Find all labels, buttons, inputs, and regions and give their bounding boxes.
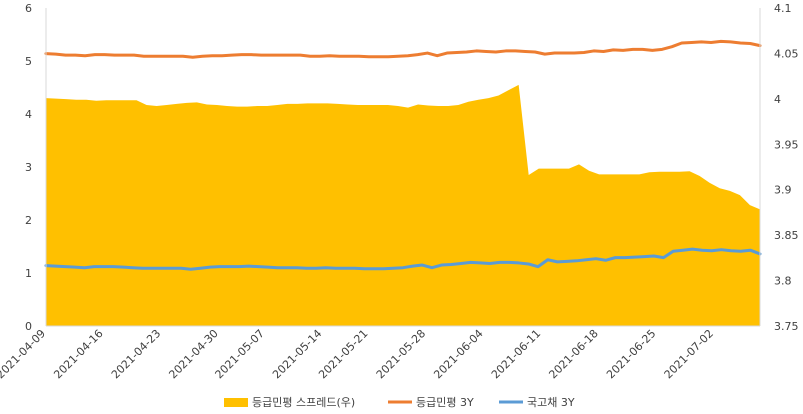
legend-swatch	[224, 398, 248, 407]
x-tick-label: 2021-04-16	[51, 327, 105, 381]
y-left-tick-label: 5	[25, 55, 32, 68]
y-left-tick-label: 3	[25, 161, 32, 174]
x-tick-label: 2021-06-11	[489, 327, 543, 381]
x-tick-label: 2021-06-18	[546, 327, 600, 381]
legend-item-spread: 등급민평 스프레드(우)	[224, 396, 355, 409]
y-left-tick-label: 2	[25, 214, 32, 227]
y-right-tick-label: 4.1	[774, 2, 792, 15]
line-series-ktb-3y	[44, 247, 762, 271]
legend-item-ktb-3y: 국고채 3Y	[499, 396, 575, 409]
x-tick-label: 2021-05-07	[213, 327, 267, 381]
x-tick-label: 2021-06-25	[604, 327, 658, 381]
legend-label: 등급민평 3Y	[416, 396, 474, 409]
y-right-tick-label: 4	[774, 93, 781, 106]
x-tick-label: 2021-05-21	[316, 327, 370, 381]
y-right-tick-label: 3.75	[774, 320, 799, 333]
legend: 등급민평 스프레드(우) 등급민평 3Y 국고채 3Y	[224, 396, 575, 409]
y-left-tick-label: 6	[25, 2, 32, 15]
y-right-tick-label: 3.9	[774, 184, 792, 197]
legend-item-grade-3y: 등급민평 3Y	[388, 396, 474, 409]
x-tick-label: 2021-06-04	[431, 327, 485, 381]
x-tick-label: 2021-07-02	[662, 327, 716, 381]
area-series-spread	[46, 84, 760, 326]
x-tick-label: 2021-04-09	[0, 327, 48, 381]
x-tick-label: 2021-04-23	[109, 327, 163, 381]
y-right-tick-label: 3.95	[774, 138, 799, 151]
y-right-tick-label: 4.05	[774, 47, 799, 60]
y-right-tick-label: 3.85	[774, 229, 799, 242]
y-right-tick-label: 3.8	[774, 275, 792, 288]
y-left-tick-label: 4	[25, 108, 32, 121]
legend-label: 국고채 3Y	[527, 396, 575, 409]
x-tick-label: 2021-05-28	[374, 327, 428, 381]
y-left-tick-label: 0	[25, 320, 32, 333]
line-series-grade-3y	[44, 39, 762, 59]
series-layer	[44, 39, 762, 326]
y-left-tick-label: 1	[25, 267, 32, 280]
legend-label: 등급민평 스프레드(우)	[252, 396, 355, 409]
